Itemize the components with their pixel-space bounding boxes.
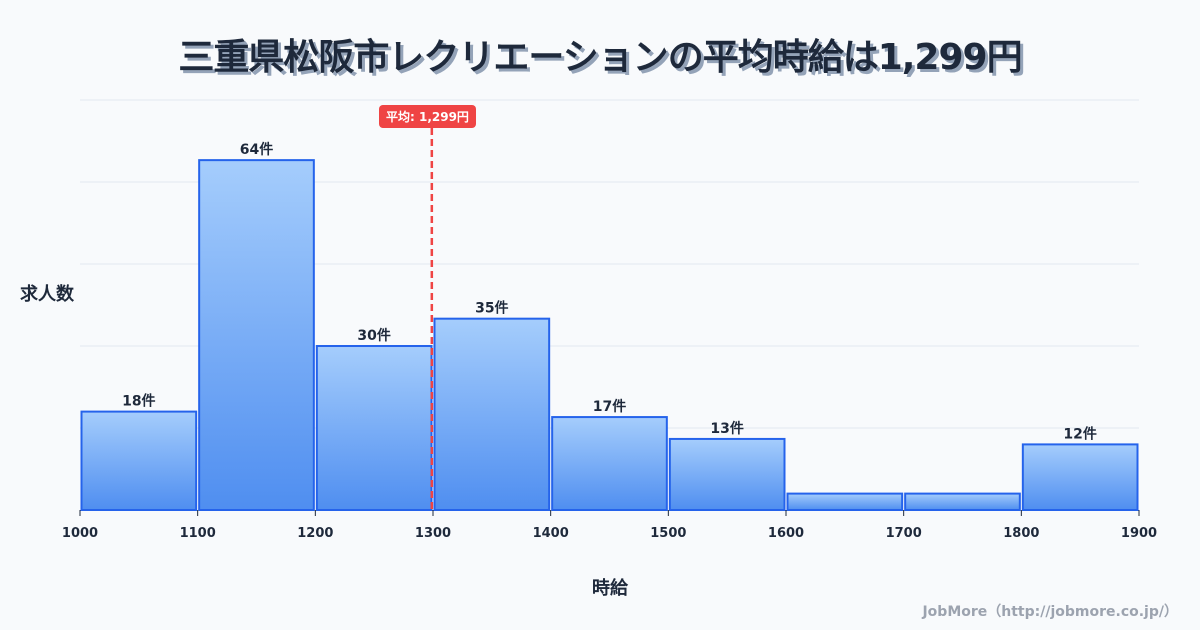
bar-value-label: 12件 — [1063, 425, 1096, 442]
bar-value-label: 64件 — [240, 141, 273, 158]
average-badge: 平均: 1,299円 — [379, 105, 476, 128]
histogram-bar — [1021, 443, 1139, 511]
x-axis: 1000 1100 1200 1300 1400 1500 1600 1700 1800 1900 — [62, 510, 1157, 541]
x-tick-label: 1400 — [533, 526, 569, 541]
chart-title: 三重県松阪市レクリエーションの平均時給は1,299円 — [178, 37, 1022, 78]
histogram-bar — [904, 492, 1021, 512]
x-tick-label: 1000 — [62, 526, 98, 541]
x-tick-label: 1800 — [1003, 526, 1039, 541]
bar-value-label: 18件 — [122, 393, 155, 410]
histogram-bar — [198, 159, 315, 511]
bar-value-label: 30件 — [357, 327, 390, 344]
bars-group: 18件 64件 30件 35件 17件 13件 12件 — [80, 141, 1139, 512]
x-tick-label: 1700 — [886, 526, 922, 541]
histogram-bar — [80, 410, 198, 512]
histogram-bar — [433, 317, 551, 511]
histogram-bar — [551, 416, 668, 512]
x-tick-label: 1600 — [768, 526, 804, 541]
histogram-bar — [315, 345, 433, 511]
bar-value-label: 13件 — [710, 420, 743, 437]
x-tick-label: 1300 — [415, 526, 451, 541]
x-tick-label: 1900 — [1121, 526, 1157, 541]
x-tick-label: 1500 — [650, 526, 686, 541]
x-tick-label: 1100 — [180, 526, 216, 541]
histogram-bar — [786, 492, 904, 512]
bar-value-label: 35件 — [475, 300, 508, 317]
y-axis-label: 求人数 — [20, 284, 74, 305]
x-axis-label: 時給 — [592, 578, 628, 599]
histogram-bar — [668, 437, 786, 511]
bar-value-label: 17件 — [593, 398, 626, 415]
x-tick-label: 1200 — [297, 526, 333, 541]
credit-text: JobMore（http://jobmore.co.jp/） — [922, 604, 1178, 620]
